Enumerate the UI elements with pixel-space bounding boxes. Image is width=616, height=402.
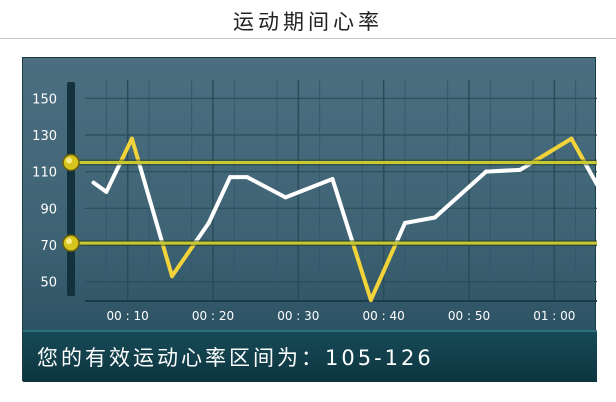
series-segment (104, 160, 123, 194)
page-title: 运动期间心率 (233, 10, 383, 34)
series-segment-out-of-range (530, 136, 574, 165)
series-segment (245, 175, 288, 200)
y-tick-label: 50 (40, 276, 57, 291)
series-segment (192, 221, 211, 246)
x-tick-label: 00 : 50 (448, 309, 490, 323)
series-segment (484, 167, 523, 174)
series-segment-out-of-range (569, 136, 587, 165)
series-segment-out-of-range (118, 136, 134, 165)
series-segment-out-of-range (350, 241, 373, 302)
heart-rate-chart: 150 130 110 90 70 50 00 : 10 00 : 20 00 : 30 00 :… (32, 80, 597, 323)
effective-zone-text: 您的有效运动心率区间为：105-126 (37, 346, 434, 370)
series-segment (206, 175, 233, 225)
y-tick-label: 130 (32, 129, 57, 144)
series-segment (394, 221, 407, 246)
series-segment-out-of-range (129, 136, 141, 165)
series-segment (403, 215, 437, 225)
x-tick-label: 01 : 00 (533, 309, 575, 323)
series-segment-out-of-range (170, 241, 197, 279)
x-tick-label: 00 : 10 (107, 309, 149, 323)
x-tick-label: 00 : 40 (363, 309, 405, 323)
effective-zone-bar: 您的有效运动心率区间为：105-126 (23, 330, 597, 382)
series-segment (330, 177, 355, 246)
handle-highlight (66, 238, 72, 245)
series-segment-out-of-range (160, 241, 175, 279)
y-axis-slider-track (67, 82, 75, 296)
x-tick-label: 00 : 30 (277, 309, 319, 323)
series-segment-out-of-range (368, 241, 399, 302)
series-segment (432, 169, 489, 220)
y-tick-label: 110 (32, 166, 57, 181)
y-tick-label: 70 (40, 239, 57, 254)
handle-highlight (66, 157, 72, 164)
header: 运动期间心率 (0, 0, 616, 39)
y-tick-label: 150 (32, 92, 57, 107)
series-segment (582, 160, 597, 187)
series-segment (136, 160, 165, 246)
series-segment (91, 180, 109, 194)
y-tick-label: 90 (40, 202, 57, 217)
heart-rate-chart-panel: 150 130 110 90 70 50 00 : 10 00 : 20 00 : 30 00 :… (22, 57, 597, 382)
series-segment (283, 177, 335, 200)
x-tick-label: 00 : 20 (192, 309, 234, 323)
